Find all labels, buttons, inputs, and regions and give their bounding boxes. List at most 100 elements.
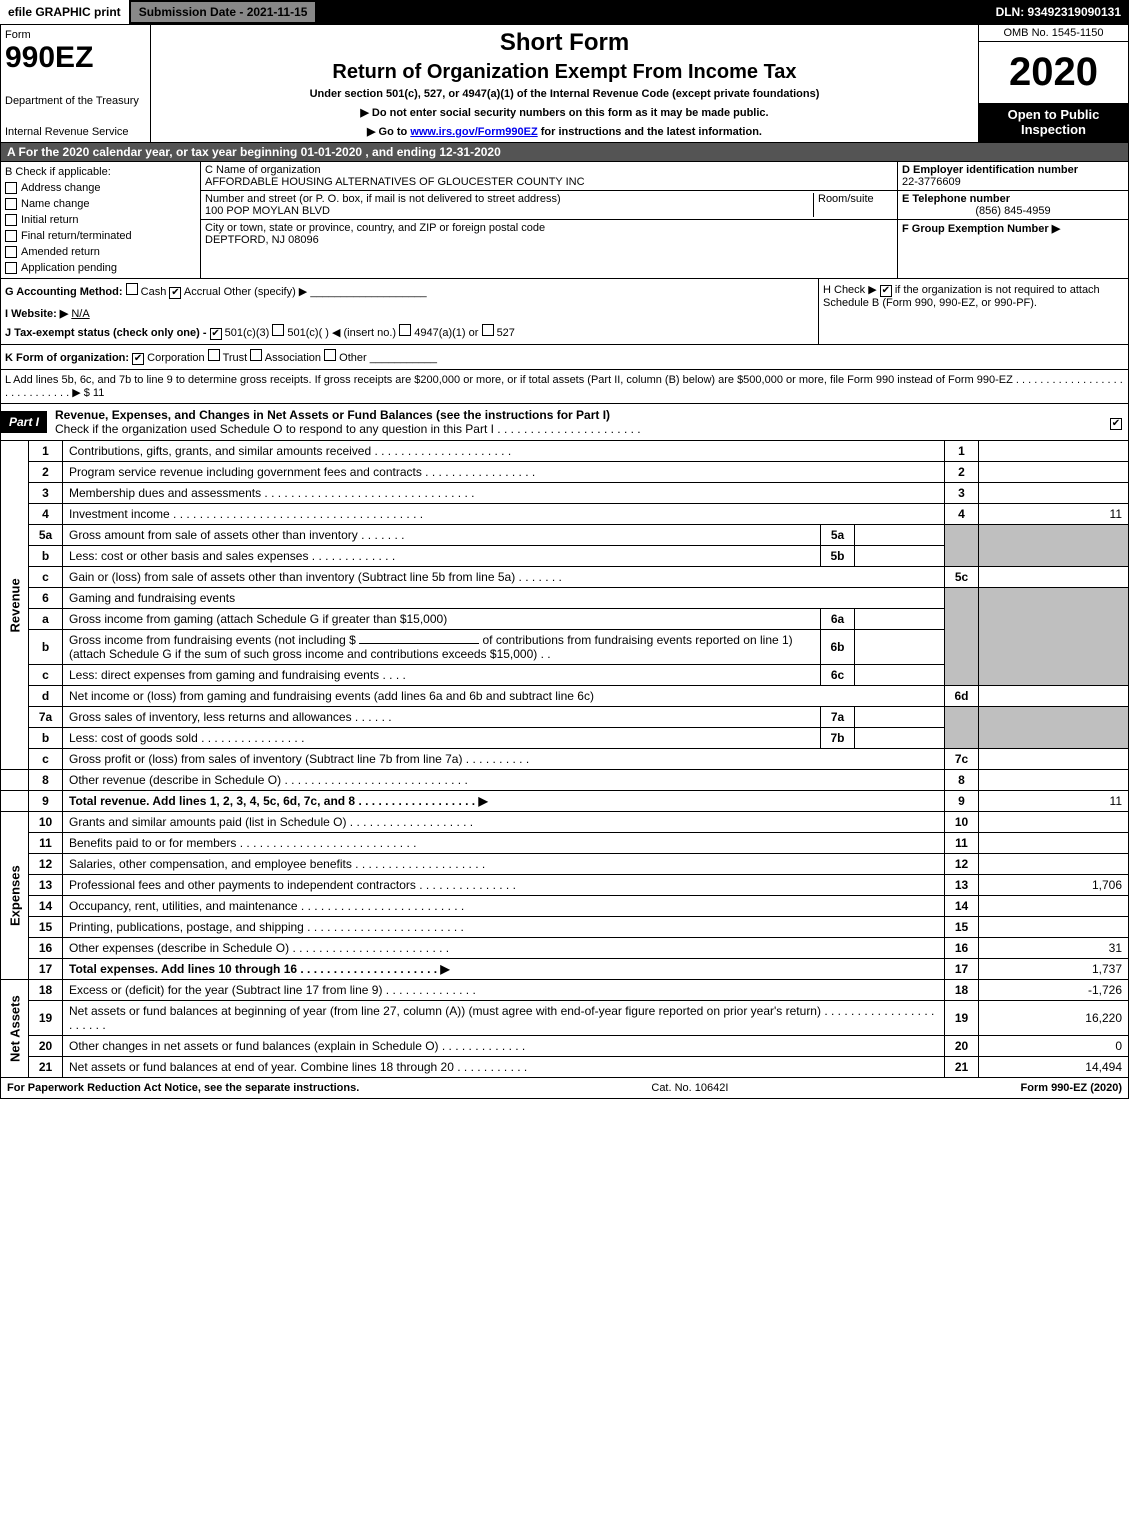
line-desc: Benefits paid to or for members . . . . … — [63, 833, 945, 854]
line-desc: Excess or (deficit) for the year (Subtra… — [63, 980, 945, 1001]
line-num: 17 — [29, 959, 63, 980]
room-label: Room/suite — [818, 193, 893, 205]
checkbox-icon[interactable] — [250, 349, 262, 361]
line-value — [979, 462, 1129, 483]
table-row: 7a Gross sales of inventory, less return… — [1, 707, 1129, 728]
section-b: B Check if applicable: Address change Na… — [1, 162, 201, 278]
check-application-pending[interactable]: Application pending — [5, 262, 196, 274]
check-amended-return[interactable]: Amended return — [5, 246, 196, 258]
line-desc: Gross sales of inventory, less returns a… — [63, 707, 821, 728]
line-num: 2 — [29, 462, 63, 483]
sub-label: 7b — [821, 728, 855, 749]
j-c: 501(c)( ) ◀ (insert no.) — [287, 327, 396, 339]
line-num: 15 — [29, 917, 63, 938]
shade-cell — [979, 588, 1129, 686]
check-initial-return[interactable]: Initial return — [5, 214, 196, 226]
checkbox-icon[interactable] — [132, 353, 144, 365]
line-num: 4 — [29, 504, 63, 525]
checkbox-icon[interactable] — [272, 324, 284, 336]
street-row: Number and street (or P. O. box, if mail… — [201, 191, 897, 220]
checkbox-icon[interactable] — [324, 349, 336, 361]
line-label: 3 — [945, 483, 979, 504]
checkbox-icon[interactable] — [210, 328, 222, 340]
table-row: 14 Occupancy, rent, utilities, and maint… — [1, 896, 1129, 917]
street-label: Number and street (or P. O. box, if mail… — [205, 193, 813, 205]
checkbox-icon[interactable] — [208, 349, 220, 361]
sidebar-expenses: Expenses — [1, 812, 29, 980]
section-c: C Name of organization AFFORDABLE HOUSIN… — [201, 162, 898, 278]
sub-label: 5b — [821, 546, 855, 567]
irs-label: Internal Revenue Service — [5, 126, 146, 138]
check-name-change[interactable]: Name change — [5, 198, 196, 210]
line-num: 12 — [29, 854, 63, 875]
line-label: 17 — [945, 959, 979, 980]
line-num: 9 — [29, 791, 63, 812]
line-value — [979, 567, 1129, 588]
line-value — [979, 441, 1129, 462]
line-desc: Contributions, gifts, grants, and simila… — [63, 441, 945, 462]
shade-cell — [945, 588, 979, 686]
line-desc: Gross income from fundraising events (no… — [63, 630, 821, 665]
line-desc: Other changes in net assets or fund bala… — [63, 1036, 945, 1057]
checkbox-icon — [5, 262, 17, 274]
header-left: Form 990EZ Department of the Treasury In… — [1, 25, 151, 142]
form-header: Form 990EZ Department of the Treasury In… — [0, 24, 1129, 143]
blank-input[interactable] — [359, 643, 479, 644]
line-num: 3 — [29, 483, 63, 504]
sub-label: 6a — [821, 609, 855, 630]
line-value — [979, 749, 1129, 770]
k-label: K Form of organization: — [5, 352, 129, 364]
table-row: 13 Professional fees and other payments … — [1, 875, 1129, 896]
line-num: b — [29, 630, 63, 665]
checkbox-icon[interactable] — [169, 287, 181, 299]
checkbox-icon[interactable] — [482, 324, 494, 336]
check-final-return[interactable]: Final return/terminated — [5, 230, 196, 242]
r6b-d1: Gross income from fundraising events (no… — [69, 633, 356, 647]
line-num: 10 — [29, 812, 63, 833]
goto-link[interactable]: www.irs.gov/Form990EZ — [410, 126, 537, 138]
section-gh: G Accounting Method: Cash Accrual Other … — [0, 279, 1129, 345]
shade-cell — [979, 707, 1129, 749]
check-label: Amended return — [21, 246, 100, 258]
checkbox-icon[interactable] — [126, 283, 138, 295]
period-bar: A For the 2020 calendar year, or tax yea… — [0, 143, 1129, 162]
line-value: 11 — [979, 504, 1129, 525]
open-public: Open to Public Inspection — [979, 103, 1128, 142]
k-other: Other — [339, 352, 367, 364]
line-desc: Less: direct expenses from gaming and fu… — [63, 665, 821, 686]
sidebar-blank — [1, 791, 29, 812]
line-num: 14 — [29, 896, 63, 917]
part1-checkbox-wrap — [1110, 415, 1128, 430]
check-address-change[interactable]: Address change — [5, 182, 196, 194]
checkbox-icon[interactable] — [399, 324, 411, 336]
dln: DLN: 93492319090131 — [988, 0, 1129, 24]
checkbox-icon[interactable] — [880, 285, 892, 297]
goto-prefix: ▶ Go to — [367, 126, 410, 138]
tax-year: 2020 — [979, 42, 1128, 103]
sub-value — [855, 609, 945, 630]
line-value: 31 — [979, 938, 1129, 959]
section-b-label: B Check if applicable: — [5, 166, 196, 178]
line-desc: Printing, publications, postage, and shi… — [63, 917, 945, 938]
line-desc: Occupancy, rent, utilities, and maintena… — [63, 896, 945, 917]
group-row: F Group Exemption Number ▶ — [898, 220, 1128, 237]
part1-tag: Part I — [1, 411, 47, 433]
line-num: d — [29, 686, 63, 707]
header-right: OMB No. 1545-1150 2020 Open to Public In… — [978, 25, 1128, 142]
table-row: 9 Total revenue. Add lines 1, 2, 3, 4, 5… — [1, 791, 1129, 812]
phone-value: (856) 845-4959 — [902, 205, 1124, 217]
line-value — [979, 812, 1129, 833]
submission-date: Submission Date - 2021-11-15 — [129, 0, 318, 24]
checkbox-icon[interactable] — [1110, 418, 1122, 430]
j-label: J Tax-exempt status (check only one) - — [5, 327, 210, 339]
footer-right: Form 990-EZ (2020) — [1021, 1082, 1122, 1094]
part1-title: Revenue, Expenses, and Changes in Net As… — [47, 404, 1110, 440]
sub-value — [855, 525, 945, 546]
line-desc: Investment income . . . . . . . . . . . … — [63, 504, 945, 525]
line-label: 14 — [945, 896, 979, 917]
line-desc: Total revenue. Add lines 1, 2, 3, 4, 5c,… — [63, 791, 945, 812]
check-label: Final return/terminated — [21, 230, 132, 242]
line-num: 8 — [29, 770, 63, 791]
line-num: 19 — [29, 1001, 63, 1036]
ein-value: 22-3776609 — [902, 176, 1124, 188]
